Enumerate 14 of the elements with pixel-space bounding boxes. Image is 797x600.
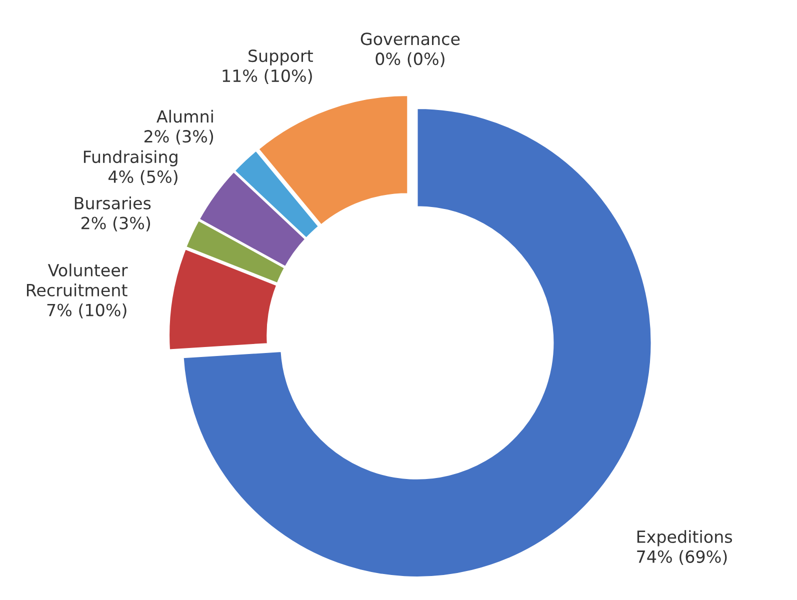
data-label: 74% (69%): [637, 550, 727, 565]
slice-label: Fundraising: [84, 150, 178, 166]
data-label: 11% (10%): [222, 69, 312, 84]
text: 0% (0%): [376, 52, 444, 68]
data-label: 4% (5%): [108, 170, 178, 185]
slice-label: Alumni: [156, 110, 213, 123]
data-label: 7% (10%): [47, 303, 126, 318]
slice-label: Support: [248, 50, 313, 66]
slice-label: Expeditions: [637, 530, 732, 546]
data-label: 2% (3%): [81, 216, 150, 232]
category-label: Governance: [360, 32, 460, 46]
data-label: 2% (3%): [144, 130, 214, 145]
slice-label: Bursaries: [74, 196, 151, 210]
slice-label: Volunteer Recruitment: [26, 264, 128, 296]
